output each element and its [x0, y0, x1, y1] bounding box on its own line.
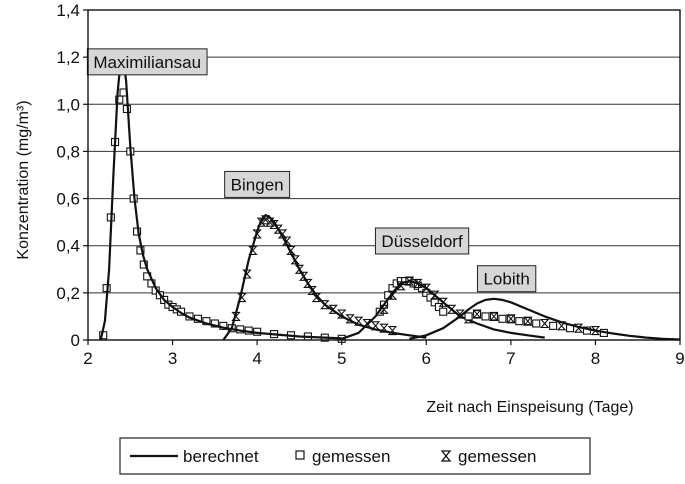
point-hourglass	[489, 311, 499, 321]
legend-label-gemessen-hourglass: gemessen	[458, 447, 536, 466]
station-label-box	[476, 265, 537, 293]
station-name: Düsseldorf	[381, 232, 463, 251]
point-square	[426, 293, 435, 302]
line-berechnet-lobith	[409, 297, 681, 341]
station-label-box	[374, 227, 470, 255]
legend-frame	[119, 437, 591, 475]
station-label-bingen: Bingen	[224, 170, 291, 198]
station-maximiliansau	[99, 49, 346, 343]
station-d-sseldorf	[341, 276, 545, 340]
station-name: Maximiliansau	[93, 53, 201, 72]
point-hourglass	[370, 321, 381, 331]
y-tick-label: 1,0	[56, 95, 80, 114]
point-hourglass	[539, 318, 550, 329]
station-label-maximiliansau: Maximiliansau	[86, 48, 208, 76]
point-hourglass	[337, 309, 347, 319]
point-hourglass	[523, 316, 533, 326]
point-hourglass	[282, 236, 292, 246]
gridlines	[88, 56, 680, 294]
point-hourglass	[506, 314, 516, 324]
x-axis-title: Zeit nach Einspeisung (Tage)	[426, 399, 633, 416]
legend-hourglass-marker	[440, 450, 452, 462]
point-hourglass	[379, 323, 389, 333]
station-name: Bingen	[231, 175, 284, 194]
y-tick-label: 0	[71, 331, 80, 350]
y-tick-label: 1,4	[56, 1, 80, 20]
point-square	[515, 317, 524, 326]
station-lobith	[409, 297, 681, 341]
point-square	[549, 321, 558, 330]
point-square	[481, 312, 490, 321]
station-label-d-sseldorf: Düsseldorf	[374, 227, 470, 255]
y-axis-title: Konzentration (mg/m³)	[15, 100, 32, 259]
x-tick-label: 3	[168, 349, 177, 368]
legend: berechnet gemessen gemessen	[119, 437, 591, 475]
line-berechnet-bingen	[222, 214, 427, 341]
line-berechnet-maximiliansau	[99, 49, 342, 341]
point-hourglass	[396, 281, 406, 291]
point-hourglass	[573, 323, 584, 333]
point-hourglass	[286, 245, 296, 255]
x-tick-label: 4	[252, 349, 261, 368]
legend-square-marker	[295, 450, 305, 460]
point-hourglass	[472, 309, 482, 319]
line-berechnet-d-sseldorf	[341, 280, 545, 340]
station-label-box	[86, 48, 208, 76]
station-name: Lobith	[483, 270, 529, 289]
point-square	[439, 307, 448, 316]
y-tick-label: 0,8	[56, 142, 80, 161]
point-square	[115, 95, 124, 104]
x-tick-label: 9	[675, 349, 684, 368]
station-bingen	[222, 214, 427, 341]
data-series	[99, 49, 681, 343]
x-tick-label: 5	[337, 349, 346, 368]
x-tick-label: 7	[506, 349, 515, 368]
station-labels: Maximiliansau Bingen Düsseldorf Lobith	[86, 48, 537, 293]
station-label-lobith: Lobith	[476, 265, 537, 293]
x-tick-label: 8	[591, 349, 600, 368]
y-tick-label: 1,2	[56, 48, 80, 67]
x-tick-label: 2	[83, 349, 92, 368]
legend-label-gemessen-squares: gemessen	[312, 447, 390, 466]
plot-frame	[87, 9, 681, 341]
point-hourglass	[311, 293, 322, 303]
point-square	[210, 319, 219, 328]
point-hourglass	[379, 304, 389, 314]
point-square	[532, 319, 541, 328]
y-tick-label: 0,4	[56, 237, 80, 256]
axes: 0 0,2 0,4 0,6 0,8 1,0 1,2 1,4 2 3 4 5 6 7 8 9	[56, 1, 684, 368]
point-square	[464, 312, 473, 321]
point-hourglass	[387, 326, 398, 336]
point-square	[498, 314, 507, 323]
x-tick-label: 6	[422, 349, 431, 368]
legend-label-berechnet: berechnet	[183, 447, 259, 466]
point-hourglass	[353, 316, 364, 326]
point-square	[434, 302, 444, 312]
station-label-box	[224, 170, 291, 198]
point-hourglass	[277, 229, 288, 239]
y-tick-label: 0,2	[56, 284, 80, 303]
y-tick-label: 0,6	[56, 190, 80, 209]
